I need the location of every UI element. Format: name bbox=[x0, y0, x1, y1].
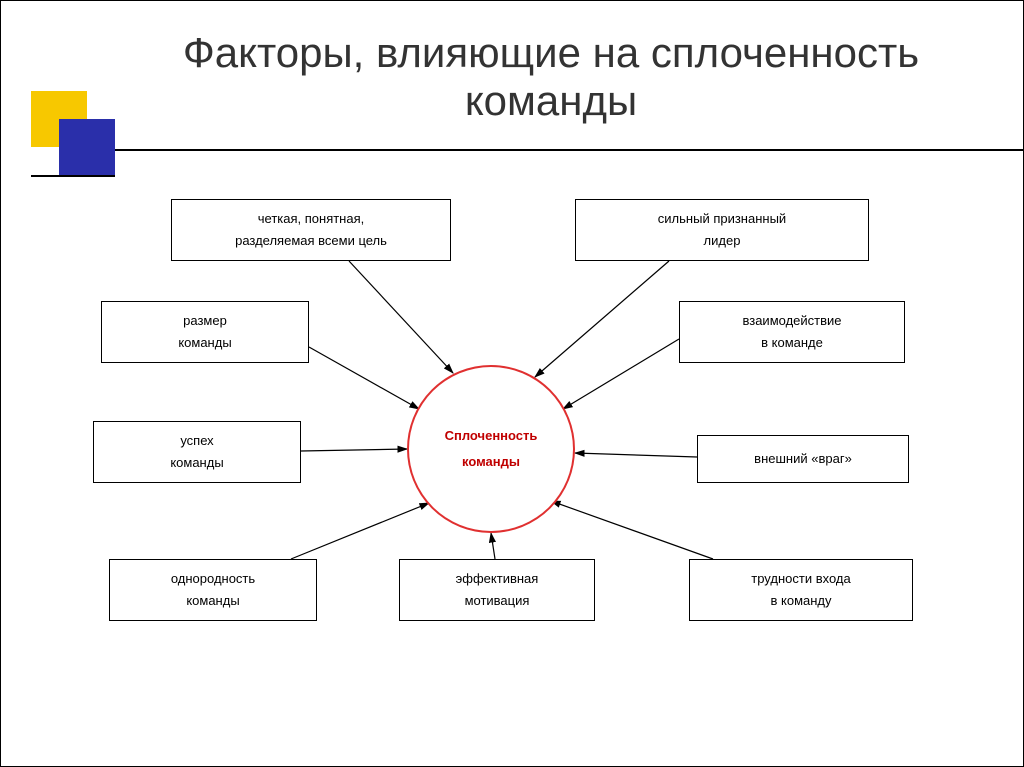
decor-square-blue bbox=[59, 119, 115, 175]
arrow-success bbox=[301, 449, 407, 451]
arrow-goal bbox=[349, 261, 453, 373]
factor-box-motivation: эффективнаямотивация bbox=[399, 559, 595, 621]
factor-box-interaction: взаимодействиев команде bbox=[679, 301, 905, 363]
center-node: Сплоченностькоманды bbox=[409, 367, 573, 531]
slide: Факторы, влияющие на сплоченность команд… bbox=[0, 0, 1024, 767]
factor-box-success: успехкоманды bbox=[93, 421, 301, 483]
factor-box-leader: сильный признанныйлидер bbox=[575, 199, 869, 261]
factor-label: трудности входав команду bbox=[751, 568, 850, 612]
factor-label: успехкоманды bbox=[170, 430, 223, 474]
factor-box-size: размеркоманды bbox=[101, 301, 309, 363]
arrow-homogeneity bbox=[291, 503, 429, 559]
factor-label: четкая, понятная,разделяемая всеми цель bbox=[235, 208, 387, 252]
arrow-motivation bbox=[491, 533, 495, 559]
factor-box-difficulty: трудности входав команду bbox=[689, 559, 913, 621]
factor-box-goal: четкая, понятная,разделяемая всеми цель bbox=[171, 199, 451, 261]
arrow-leader bbox=[535, 261, 669, 377]
arrow-enemy bbox=[575, 453, 697, 457]
slide-title: Факторы, влияющие на сплоченность команд… bbox=[141, 29, 961, 126]
arrow-size bbox=[309, 347, 419, 409]
factor-label: однородностькоманды bbox=[171, 568, 255, 612]
factor-label: взаимодействиев команде bbox=[742, 310, 841, 354]
factor-label: внешний «враг» bbox=[754, 448, 852, 470]
decor-line-short bbox=[31, 175, 115, 177]
factor-label: эффективнаямотивация bbox=[456, 568, 539, 612]
arrow-difficulty bbox=[551, 501, 713, 559]
center-label: Сплоченностькоманды bbox=[445, 423, 538, 475]
factor-box-enemy: внешний «враг» bbox=[697, 435, 909, 483]
decor-line-main bbox=[115, 149, 1023, 151]
factor-box-homogeneity: однородностькоманды bbox=[109, 559, 317, 621]
factor-label: сильный признанныйлидер bbox=[658, 208, 786, 252]
factor-label: размеркоманды bbox=[178, 310, 231, 354]
arrow-interaction bbox=[563, 339, 679, 409]
